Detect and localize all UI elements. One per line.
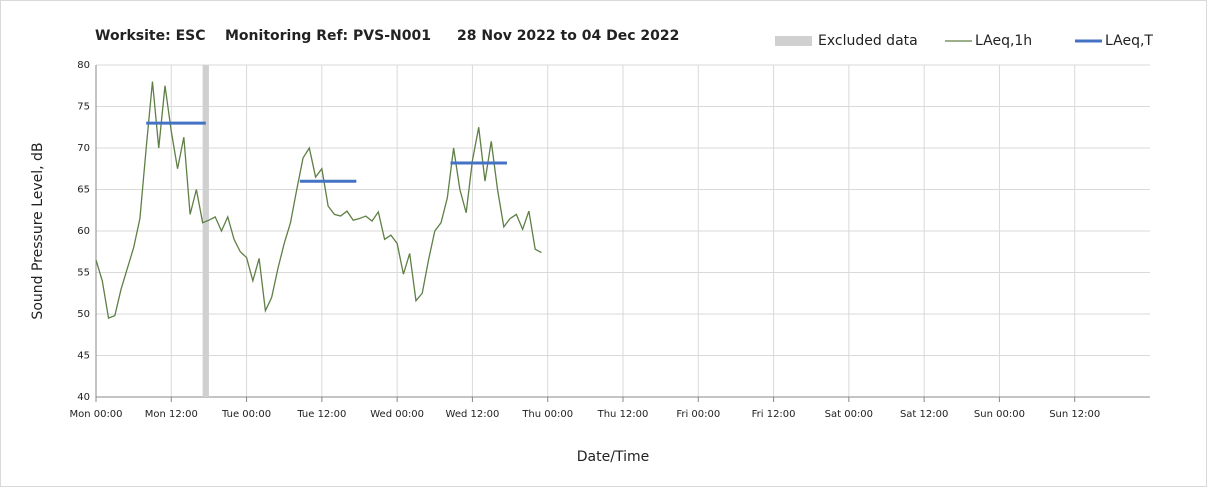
x-tick-label: Thu 00:00	[521, 409, 573, 420]
x-tick-label: Sat 12:00	[900, 409, 948, 420]
x-tick-label: Fri 00:00	[676, 409, 720, 420]
x-tick-label: Sun 12:00	[1049, 409, 1100, 420]
y-tick-label: 75	[77, 102, 90, 113]
x-tick-label: Sun 00:00	[974, 409, 1025, 420]
y-tick-label: 65	[77, 185, 90, 196]
legend-label: Excluded data	[818, 33, 918, 49]
chart-title: Worksite: ESC	[95, 28, 206, 44]
x-axis-label: Date/Time	[577, 449, 649, 465]
x-tick-label: Thu 12:00	[597, 409, 649, 420]
x-tick-label: Mon 00:00	[69, 409, 122, 420]
x-tick-label: Fri 12:00	[752, 409, 796, 420]
excluded-band	[202, 65, 209, 397]
chart-title: 28 Nov 2022 to 04 Dec 2022	[457, 28, 679, 44]
y-tick-label: 60	[77, 226, 90, 237]
y-tick-label: 55	[77, 268, 90, 279]
x-tick-label: Wed 00:00	[370, 409, 424, 420]
y-tick-label: 45	[77, 351, 90, 362]
x-tick-label: Tue 12:00	[296, 409, 346, 420]
legend-label: LAeq,1h	[975, 33, 1032, 49]
legend-label: LAeq,T	[1105, 33, 1153, 49]
y-tick-label: 40	[77, 392, 90, 403]
x-tick-label: Wed 12:00	[446, 409, 500, 420]
y-tick-label: 70	[77, 143, 90, 154]
y-axis-label: Sound Pressure Level, dB	[30, 142, 46, 319]
x-tick-label: Tue 00:00	[221, 409, 271, 420]
x-tick-label: Mon 12:00	[145, 409, 198, 420]
x-tick-label: Sat 00:00	[825, 409, 873, 420]
y-tick-label: 50	[77, 309, 90, 320]
y-tick-label: 80	[77, 60, 90, 71]
legend-swatch	[775, 36, 812, 46]
chart-title: Monitoring Ref: PVS-N001	[225, 28, 431, 44]
